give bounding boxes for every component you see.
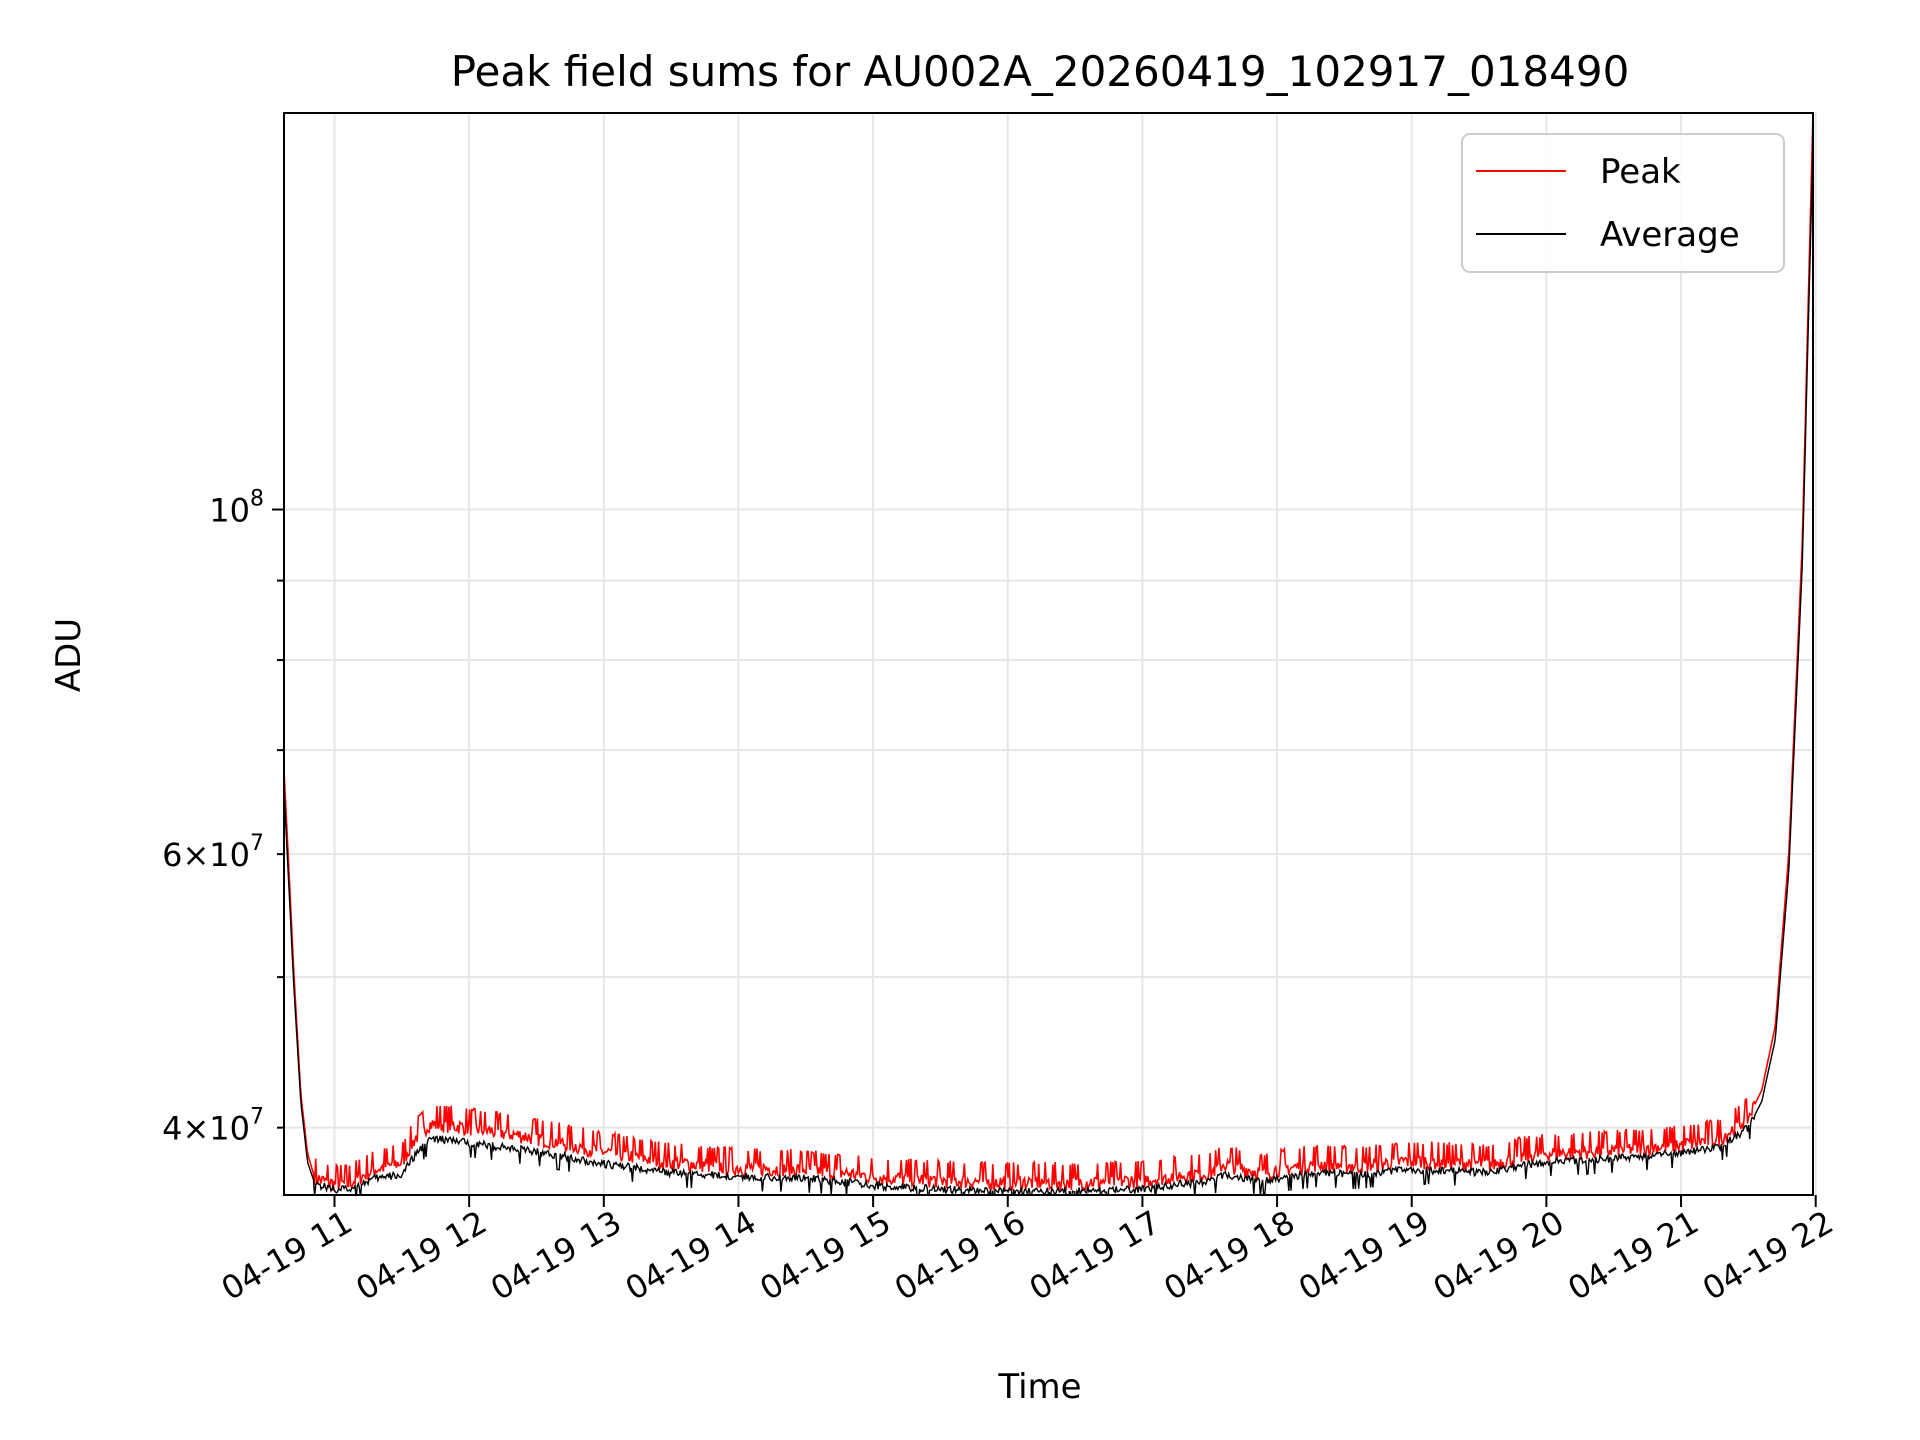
- series-line-peak: [284, 113, 1813, 1193]
- legend-box: [1461, 133, 1785, 273]
- y-tick-label: 4×107: [162, 1105, 264, 1148]
- y-tick-label: 108: [209, 487, 264, 530]
- y-axis-label: ADU: [49, 618, 89, 692]
- y-ticks: 108 4×107 6×107: [162, 487, 284, 1148]
- legend: Peak Average: [1461, 133, 1785, 273]
- legend-label-average: Average: [1600, 215, 1740, 255]
- y-tick-label: 6×107: [162, 831, 264, 874]
- grid: [284, 113, 1817, 1195]
- legend-label-peak: Peak: [1600, 152, 1681, 192]
- x-axis-label: Time: [997, 1367, 1081, 1407]
- chart-title: Peak field sums for AU002A_20260419_1029…: [451, 47, 1630, 96]
- plot-frame: [283, 112, 1814, 1196]
